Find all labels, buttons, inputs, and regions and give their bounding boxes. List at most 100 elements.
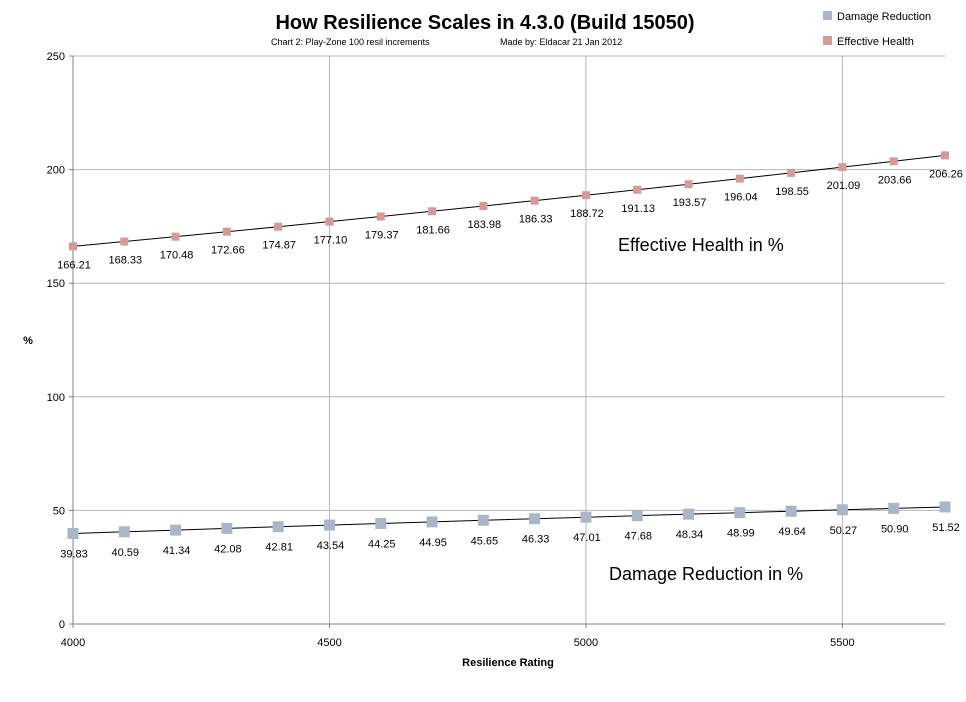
- effective-health-label: 181.66: [416, 224, 450, 236]
- damage-reduction-label: 47.01: [573, 532, 601, 544]
- legend-label-effective-health: Effective Health: [837, 36, 914, 48]
- y-tick-label: 50: [53, 505, 65, 517]
- effective-health-label: 170.48: [160, 250, 194, 262]
- effective-health-point: [120, 237, 129, 246]
- effective-health-point: [941, 151, 949, 160]
- legend: Damage Reduction Effective Health: [823, 11, 931, 48]
- legend-label-damage-reduction: Damage Reduction: [837, 11, 931, 23]
- effective-health-label: 198.55: [775, 186, 809, 198]
- legend-marker-damage-reduction: [823, 11, 832, 20]
- damage-reduction-point: [426, 516, 438, 528]
- tick-labels: 0 50 100 150 200 250 4000 4500 5000 5500: [47, 51, 855, 649]
- effective-health-point: [581, 191, 590, 200]
- y-tick-label: 250: [47, 51, 65, 63]
- effective-health-point: [376, 212, 385, 221]
- effective-health-label: 168.33: [108, 255, 142, 267]
- effective-health-point: [69, 242, 77, 251]
- effective-health-point: [735, 174, 744, 183]
- effective-health-label: 177.10: [314, 235, 348, 247]
- trendline-effective-health: [72, 154, 946, 247]
- effective-health-point: [479, 201, 488, 210]
- damage-reduction-label: 44.95: [419, 537, 447, 549]
- effective-health-label: 206.26: [929, 168, 963, 180]
- data-points: [67, 151, 951, 540]
- damage-reduction-label: 48.34: [676, 529, 704, 541]
- axes: [69, 55, 945, 628]
- effective-health-label: 193.57: [673, 197, 707, 209]
- damage-reduction-point: [683, 508, 695, 520]
- x-tick-label: 4500: [317, 637, 341, 649]
- trendline-damage-reduction: [72, 506, 946, 535]
- damage-reduction-label: 42.81: [265, 542, 293, 554]
- damage-reduction-point: [631, 510, 643, 522]
- legend-marker-effective-health: [823, 36, 832, 45]
- chart-subtitle-author: Made by: Eldacar 21 Jan 2012: [500, 37, 622, 47]
- effective-health-point: [684, 180, 693, 189]
- x-tick-label: 5500: [830, 637, 854, 649]
- damage-reduction-point: [170, 524, 182, 536]
- effective-health-point: [428, 207, 437, 216]
- effective-health-point: [171, 232, 180, 241]
- damage-reduction-label: 49.64: [778, 526, 806, 538]
- damage-reduction-label: 43.54: [317, 540, 345, 552]
- x-tick-label: 5000: [574, 637, 598, 649]
- damage-reduction-point: [67, 528, 79, 540]
- x-tick-label: 4000: [61, 637, 85, 649]
- effective-health-label: 174.87: [262, 240, 296, 252]
- damage-reduction-point: [272, 521, 284, 533]
- effective-health-label: 203.66: [878, 174, 912, 186]
- damage-reduction-label: 46.33: [522, 534, 550, 546]
- annotation-damage-reduction: Damage Reduction in %: [609, 564, 803, 584]
- damage-reduction-label: 48.99: [727, 528, 755, 540]
- trendlines: [72, 154, 946, 535]
- damage-reduction-point: [477, 514, 489, 526]
- gridlines: [73, 55, 945, 624]
- chart-title: How Resilience Scales in 4.3.0 (Build 15…: [275, 12, 694, 34]
- effective-health-label: 172.66: [211, 245, 245, 257]
- effective-health-label: 201.09: [827, 180, 861, 192]
- y-tick-label: 100: [47, 392, 65, 404]
- effective-health-point: [274, 222, 283, 231]
- chart-subtitle-chart: Chart 2: Play-Zone 100 resil increments: [271, 37, 430, 47]
- effective-health-point: [325, 217, 334, 226]
- damage-reduction-label: 45.65: [471, 535, 499, 547]
- damage-reduction-label: 47.68: [624, 531, 652, 543]
- damage-reduction-point: [118, 526, 130, 538]
- effective-health-point: [530, 196, 539, 205]
- damage-reduction-label: 41.34: [163, 545, 191, 557]
- y-tick-label: 200: [47, 165, 65, 177]
- effective-health-label: 186.33: [519, 214, 553, 226]
- x-axis-title: Resilience Rating: [462, 657, 554, 669]
- damage-reduction-label: 44.25: [368, 538, 396, 550]
- data-labels: 39.83 40.59 41.34 42.08 42.81 43.54 44.25 44.95…: [57, 168, 963, 560]
- damage-reduction-point: [785, 505, 797, 517]
- effective-health-point: [787, 168, 796, 177]
- effective-health-label: 188.72: [570, 208, 604, 220]
- damage-reduction-label: 50.27: [830, 525, 858, 537]
- damage-reduction-label: 51.52: [932, 522, 960, 534]
- damage-reduction-label: 40.59: [112, 547, 140, 559]
- damage-reduction-label: 39.83: [60, 549, 88, 561]
- y-tick-label: 150: [47, 278, 65, 290]
- y-tick-label: 0: [59, 619, 65, 631]
- y-axis-title: %: [23, 335, 33, 347]
- damage-reduction-point: [323, 519, 335, 531]
- effective-health-label: 179.37: [365, 229, 399, 241]
- effective-health-label: 166.21: [57, 259, 91, 271]
- effective-health-label: 191.13: [621, 203, 655, 215]
- damage-reduction-point: [529, 513, 541, 525]
- effective-health-label: 183.98: [468, 219, 502, 231]
- damage-reduction-label: 50.90: [881, 523, 909, 535]
- damage-reduction-point: [888, 502, 900, 514]
- damage-reduction-point: [375, 517, 387, 529]
- damage-reduction-point: [836, 504, 848, 516]
- effective-health-label: 196.04: [724, 192, 758, 204]
- effective-health-point: [222, 227, 231, 236]
- damage-reduction-point: [734, 507, 746, 519]
- effective-health-point: [889, 157, 898, 166]
- damage-reduction-point: [939, 501, 951, 513]
- damage-reduction-label: 42.08: [214, 543, 242, 555]
- damage-reduction-point: [580, 511, 592, 523]
- annotation-effective-health: Effective Health in %: [618, 235, 784, 255]
